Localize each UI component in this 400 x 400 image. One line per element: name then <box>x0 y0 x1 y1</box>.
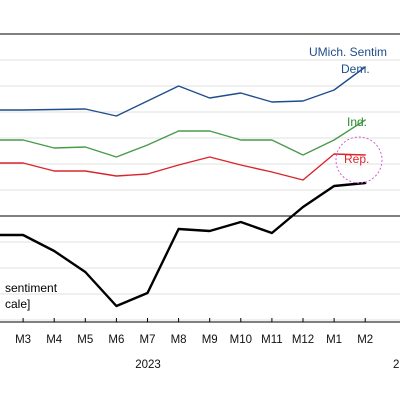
x-tick-label: M3 <box>15 334 31 346</box>
x-tick-label: M6 <box>108 334 124 346</box>
bottom-annotation-line2: cale] <box>5 297 30 311</box>
series-line-rep <box>0 153 366 181</box>
x-tick-label: M1 <box>326 334 342 346</box>
gridlines <box>0 59 400 321</box>
x-tick-label: M10 <box>230 334 252 346</box>
series-line-dem <box>0 66 366 117</box>
x-tick-label: M7 <box>140 334 156 346</box>
series-lines <box>0 66 367 308</box>
ind-label: Ind. <box>347 115 367 129</box>
x-tick-labels: M3 M4 M5 M6 M7 M8 M9 M10 M11 M12 M1 M2 <box>15 318 373 346</box>
x-tick-label: M9 <box>202 334 218 346</box>
x-tick-label: M4 <box>46 334 63 346</box>
x-tick-label: M11 <box>261 334 283 346</box>
year-label-2023: 2023 <box>135 359 161 371</box>
x-tick-label: M5 <box>77 334 93 346</box>
series-line-sentiment-index <box>0 181 367 308</box>
axes <box>0 33 400 323</box>
rep-label: Rep. <box>344 152 369 166</box>
x-tick-label: M2 <box>357 334 373 346</box>
dem-label: Dem. <box>341 62 370 76</box>
bottom-annotation-line1: sentiment <box>5 281 58 295</box>
x-tick-label: M8 <box>171 334 187 346</box>
top-annotation: UMich. Sentim <box>309 45 387 59</box>
year-label-next: 2 <box>393 359 399 371</box>
highlight-circle <box>335 136 383 184</box>
x-tick-label: M12 <box>292 334 314 346</box>
series-line-ind <box>0 119 366 158</box>
